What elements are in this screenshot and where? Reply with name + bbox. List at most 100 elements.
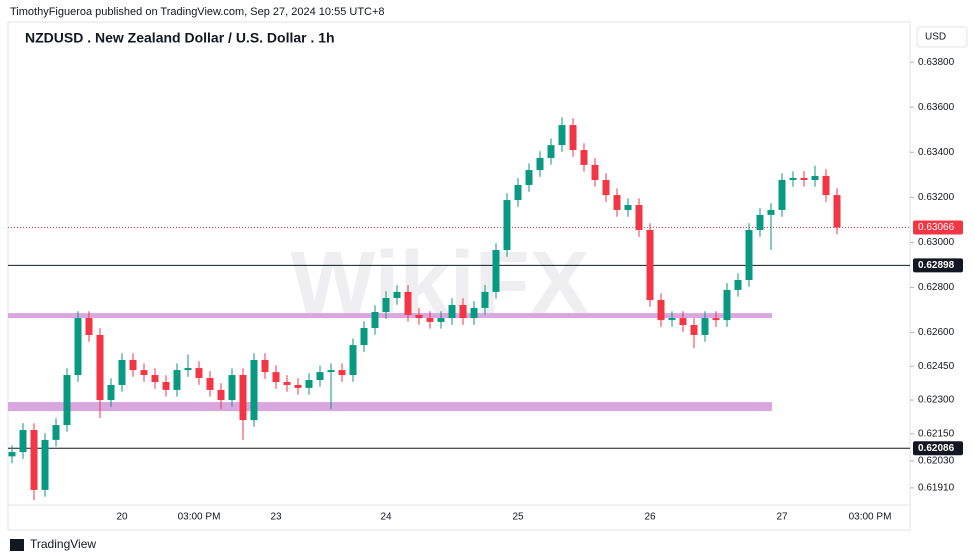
candle-body: [415, 314, 423, 319]
y-tick-label: 0.63400: [918, 147, 955, 158]
y-tick-label: 0.61910: [918, 483, 955, 494]
candle-body: [74, 318, 82, 376]
candle-body: [151, 375, 159, 383]
candle-body: [217, 389, 225, 401]
candle-body: [525, 170, 533, 185]
candle-body: [547, 145, 555, 158]
candle-body: [701, 318, 709, 335]
candle-body: [767, 209, 775, 215]
candle-body: [305, 379, 313, 388]
candle-body: [404, 291, 412, 315]
candle-body: [371, 311, 379, 328]
candle-body: [41, 439, 49, 490]
candle-body: [294, 384, 302, 388]
candle-body: [52, 425, 60, 440]
x-tick-label: 23: [270, 512, 282, 523]
candle-body: [756, 214, 764, 230]
currency-box[interactable]: [916, 26, 968, 48]
logo: [10, 539, 24, 551]
y-tick-label: 0.62300: [918, 395, 955, 406]
x-tick-label: 20: [116, 512, 128, 523]
candle-body: [272, 372, 280, 383]
candle-body: [162, 382, 170, 390]
candle-body: [481, 291, 489, 308]
x-tick-label: 24: [380, 512, 392, 523]
candle-body: [382, 298, 390, 312]
last-price-box: [913, 220, 963, 235]
candle-body: [96, 334, 104, 401]
candle-body: [85, 318, 93, 335]
candle-body: [536, 157, 544, 171]
chart-title: NZDUSD . New Zealand Dollar / U.S. Dolla…: [25, 30, 335, 46]
candle-body: [393, 291, 401, 299]
currency: USD: [925, 32, 946, 43]
y-tick-label: 0.63000: [918, 237, 955, 248]
level-label: 0.62898: [918, 260, 955, 271]
last-price-label: 0.63066: [918, 222, 955, 233]
candle-body: [833, 195, 841, 228]
y-tick-label: 0.62450: [918, 361, 955, 372]
candle-body: [316, 372, 324, 380]
y-tick-label: 0.63600: [918, 102, 955, 113]
candle-body: [250, 359, 258, 421]
candle-body: [668, 318, 676, 321]
zone: [8, 402, 772, 412]
x-tick-label: 26: [644, 512, 656, 523]
candle-body: [492, 250, 500, 292]
candle-body: [360, 327, 368, 346]
candle-body: [745, 229, 753, 280]
candle-body: [613, 195, 621, 210]
zone: [8, 313, 772, 319]
candle-body: [822, 175, 830, 196]
candle-body: [239, 375, 247, 421]
candle-body: [635, 204, 643, 230]
candle-body: [173, 370, 181, 390]
x-tick-label: 03:00 PM: [849, 512, 892, 523]
candle-body: [723, 289, 731, 321]
candle-body: [338, 370, 346, 376]
candle-body: [459, 304, 467, 319]
y-tick-label: 0.62030: [918, 455, 955, 466]
candle-body: [30, 429, 38, 490]
candle-body: [679, 318, 687, 326]
candle-body: [470, 307, 478, 319]
candle-body: [448, 304, 456, 319]
candle-body: [646, 229, 654, 301]
y-tick-label: 0.62150: [918, 428, 955, 439]
candle-body: [184, 368, 192, 371]
x-tick-label: 27: [776, 512, 788, 523]
candle-body: [107, 384, 115, 401]
candle-body: [129, 359, 137, 371]
candle-body: [206, 377, 214, 390]
candle-body: [283, 382, 291, 385]
candle-body: [8, 452, 16, 457]
candle-body: [19, 429, 27, 453]
candle-body: [569, 125, 577, 151]
candle-body: [558, 125, 566, 146]
y-tick-label: 0.63200: [918, 192, 955, 203]
candle-body: [118, 359, 126, 385]
candle-body: [591, 164, 599, 180]
candle-body: [514, 184, 522, 201]
footer-brand: TradingView: [30, 537, 96, 551]
level-label: 0.62086: [918, 443, 955, 454]
candle-body: [63, 375, 71, 426]
x-tick-label: 03:00 PM: [178, 512, 221, 523]
candle-body: [349, 345, 357, 376]
candle-body: [624, 204, 632, 210]
y-tick-label: 0.62800: [918, 282, 955, 293]
x-tick-label: 25: [512, 512, 524, 523]
candle-body: [789, 177, 797, 180]
candle-body: [426, 318, 434, 322]
candle-body: [690, 325, 698, 335]
publisher: TimothyFigueroa published on TradingView…: [10, 6, 385, 18]
candle-body: [195, 368, 203, 378]
candle-body: [734, 279, 742, 290]
candle-body: [602, 179, 610, 196]
candle-body: [712, 318, 720, 321]
candle-body: [140, 370, 148, 376]
candle-body: [580, 150, 588, 165]
y-tick-label: 0.63800: [918, 57, 955, 68]
